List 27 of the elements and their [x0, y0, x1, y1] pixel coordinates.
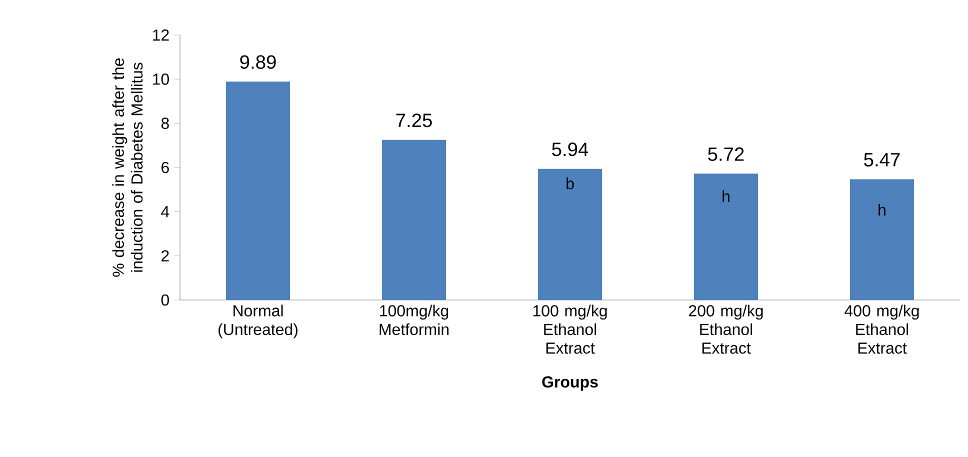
bar — [382, 140, 446, 300]
y-axis-title: % decrease in weight after the induction of Diabetes Mellitus — [112, 58, 143, 277]
annotation: h — [878, 204, 886, 216]
x-tick-label: 200 mg/kg Ethanol Extract — [688, 304, 763, 354]
x-tick-label: 100 mg/kg Ethanol Extract — [533, 304, 607, 354]
bar — [850, 179, 914, 300]
bar — [226, 82, 290, 300]
x-axis-title: Groups — [542, 376, 598, 391]
annotation: h — [722, 190, 730, 202]
data-label: 5.72 — [708, 147, 744, 161]
y-tick-label: 12 — [153, 29, 169, 41]
y-tick-label: 10 — [153, 74, 169, 85]
x-tick-label: 100mg/kg Metformin — [380, 304, 449, 336]
y-tick-label: 4 — [161, 206, 170, 218]
bar — [694, 174, 758, 300]
annotation: b — [566, 178, 574, 190]
y-tick-label: 8 — [161, 118, 169, 129]
x-tick-label: Normal (Untreated) — [218, 304, 298, 338]
y-tick-label: 6 — [162, 162, 169, 174]
bar — [538, 168, 602, 300]
y-tick-label: 0 — [161, 294, 169, 306]
data-label: 9.89 — [240, 55, 276, 69]
x-tick-label: 400 mg/kg Ethanol Extract — [844, 304, 919, 354]
data-label: 5.47 — [864, 153, 900, 166]
y-tick-label: 2 — [162, 250, 169, 262]
data-label: 5.94 — [552, 142, 588, 156]
data-label: 7.25 — [396, 114, 432, 128]
